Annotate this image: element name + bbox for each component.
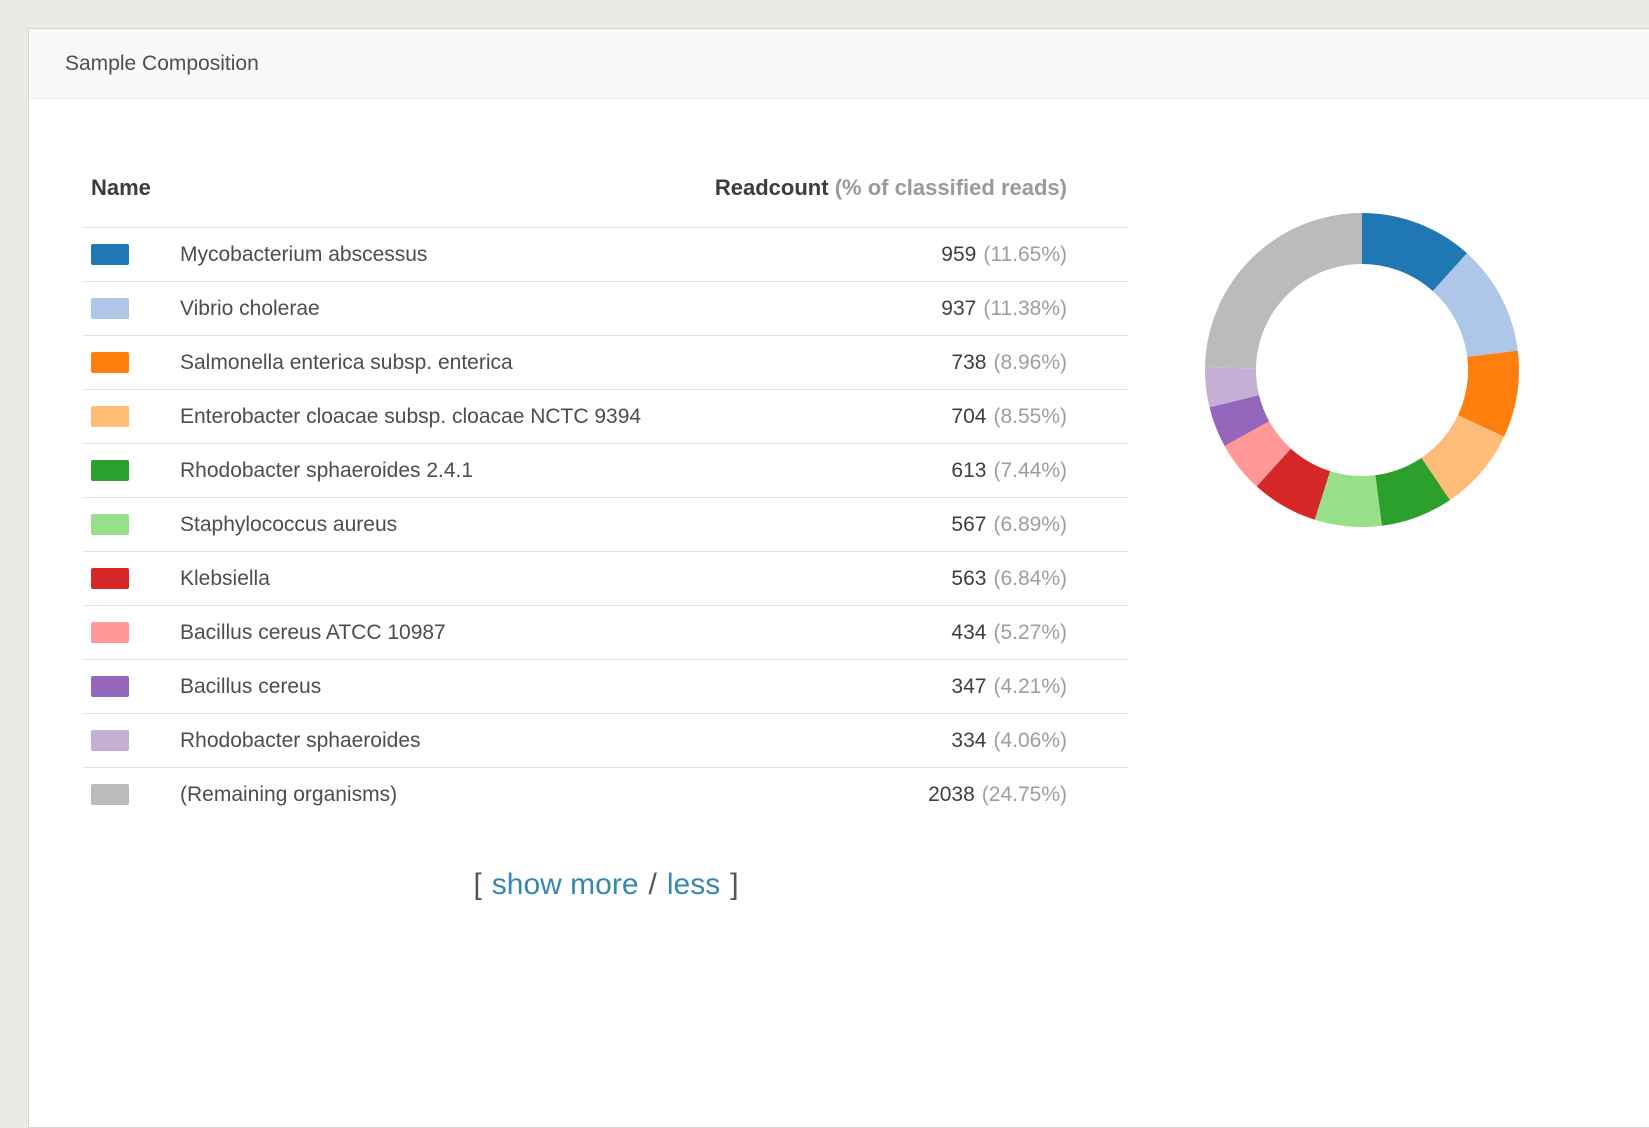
readcount-percent: (8.96%) (993, 350, 1067, 374)
donut-slice[interactable] (1457, 350, 1519, 437)
readcount-value: 959 (941, 242, 977, 266)
panel-title: Sample Composition (65, 51, 259, 75)
donut-slice[interactable] (1209, 395, 1270, 446)
organism-name: (Remaining organisms) (180, 782, 398, 806)
table-row[interactable]: Rhodobacter sphaeroides 2.4.1 613 (7.44%) (83, 443, 1129, 497)
organism-name: Mycobacterium abscessus (180, 242, 428, 266)
row-color-swatch (91, 730, 129, 751)
readcount-cell: 434 (5.27%) (951, 621, 1129, 645)
table-row[interactable]: Bacillus cereus ATCC 10987 434 (5.27%) (83, 605, 1129, 659)
table-row[interactable]: Vibrio cholerae 937 (11.38%) (83, 281, 1129, 335)
readcount-percent: (4.06%) (993, 728, 1067, 752)
readcount-cell: 704 (8.55%) (951, 405, 1129, 429)
composition-table: Name Readcount (% of classified reads) M… (83, 175, 1129, 903)
table-row[interactable]: Bacillus cereus 347 (4.21%) (83, 659, 1129, 713)
readcount-value: 738 (951, 350, 987, 374)
readcount-note: (% of classified reads) (834, 175, 1067, 200)
readcount-value: 347 (951, 674, 987, 698)
organism-name: Staphylococcus aureus (180, 512, 398, 536)
readcount-percent: (11.38%) (983, 296, 1067, 320)
table-row[interactable]: Enterobacter cloacae subsp. cloacae NCTC… (83, 389, 1129, 443)
donut-slice[interactable] (1256, 448, 1331, 520)
table-row[interactable]: Rhodobacter sphaeroides 334 (4.06%) (83, 713, 1129, 767)
composition-donut-chart (1205, 213, 1519, 527)
readcount-value: 937 (941, 296, 977, 320)
row-color-swatch (91, 514, 129, 535)
table-row[interactable]: Mycobacterium abscessus 959 (11.65%) (83, 227, 1129, 281)
show-less-link[interactable]: less (666, 868, 721, 901)
donut-slice[interactable] (1314, 471, 1382, 527)
readcount-percent: (24.75%) (981, 782, 1067, 806)
readcount-percent: (6.84%) (993, 566, 1067, 590)
readcount-cell: 613 (7.44%) (951, 459, 1129, 483)
organism-name: Vibrio cholerae (180, 296, 320, 320)
show-more-less-row: [ show more / less] (83, 867, 1129, 903)
row-color-swatch (91, 244, 129, 265)
donut-slice[interactable] (1205, 367, 1260, 408)
row-color-swatch (91, 298, 129, 319)
organism-name: Rhodobacter sphaeroides 2.4.1 (180, 458, 474, 482)
table-row[interactable]: (Remaining organisms) 2038 (24.75%) (83, 767, 1129, 821)
donut-slice[interactable] (1224, 421, 1291, 487)
readcount-percent: (5.27%) (993, 620, 1067, 644)
donut-slice[interactable] (1421, 415, 1505, 501)
readcount-cell: 334 (4.06%) (951, 729, 1129, 753)
readcount-cell: 567 (6.89%) (951, 513, 1129, 537)
readcount-percent: (6.89%) (993, 512, 1067, 536)
bracket-close: ] (730, 868, 739, 901)
table-header: Name Readcount (% of classified reads) (83, 175, 1129, 227)
sample-composition-panel: Sample Composition Name Readcount (% of … (28, 28, 1649, 1128)
readcount-cell: 959 (11.65%) (941, 243, 1129, 267)
composition-table-rows: Mycobacterium abscessus 959 (11.65%) Vibr… (83, 227, 1129, 821)
donut-slice[interactable] (1362, 213, 1467, 292)
readcount-value: 563 (951, 566, 987, 590)
readcount-value: 334 (951, 728, 987, 752)
organism-name: Klebsiella (180, 566, 270, 590)
column-header-readcount: Readcount (% of classified reads) (715, 175, 1067, 201)
readcount-cell: 937 (11.38%) (941, 297, 1129, 321)
show-more-link[interactable]: show more (491, 868, 639, 901)
readcount-cell: 347 (4.21%) (951, 675, 1129, 699)
readcount-percent: (7.44%) (993, 458, 1067, 482)
link-separator: / (648, 868, 657, 901)
organism-name: Bacillus cereus ATCC 10987 (180, 620, 446, 644)
panel-body: Name Readcount (% of classified reads) M… (29, 99, 1649, 1099)
readcount-cell: 563 (6.84%) (951, 567, 1129, 591)
row-color-swatch (91, 568, 129, 589)
readcount-value: 567 (951, 512, 987, 536)
donut-slice[interactable] (1205, 213, 1362, 369)
composition-donut-svg (1205, 213, 1519, 527)
table-row[interactable]: Staphylococcus aureus 567 (6.89%) (83, 497, 1129, 551)
readcount-value: 434 (951, 620, 987, 644)
readcount-cell: 738 (8.96%) (951, 351, 1129, 375)
readcount-percent: (11.65%) (983, 242, 1067, 266)
donut-slice[interactable] (1375, 457, 1450, 526)
row-color-swatch (91, 622, 129, 643)
donut-slice[interactable] (1432, 253, 1518, 357)
bracket-open: [ (473, 868, 482, 901)
column-header-name: Name (91, 175, 151, 200)
readcount-value: 2038 (928, 782, 975, 806)
organism-name: Bacillus cereus (180, 674, 322, 698)
organism-name: Rhodobacter sphaeroides (180, 728, 421, 752)
readcount-label: Readcount (714, 175, 829, 200)
organism-name: Salmonella enterica subsp. enterica (180, 350, 513, 374)
readcount-cell: 2038 (24.75%) (928, 783, 1129, 807)
organism-name: Enterobacter cloacae subsp. cloacae NCTC… (180, 404, 642, 428)
table-row[interactable]: Salmonella enterica subsp. enterica 738(… (83, 335, 1129, 389)
panel-heading: Sample Composition (29, 29, 1649, 99)
row-color-swatch (91, 460, 129, 481)
row-color-swatch (91, 676, 129, 697)
readcount-percent: (4.21%) (993, 674, 1067, 698)
row-color-swatch (91, 406, 129, 427)
readcount-value: 704 (951, 404, 987, 428)
table-row[interactable]: Klebsiella 563 (6.84%) (83, 551, 1129, 605)
row-color-swatch (91, 784, 129, 805)
readcount-value: 613 (951, 458, 987, 482)
readcount-percent: (8.55%) (993, 404, 1067, 428)
row-color-swatch (91, 352, 129, 373)
